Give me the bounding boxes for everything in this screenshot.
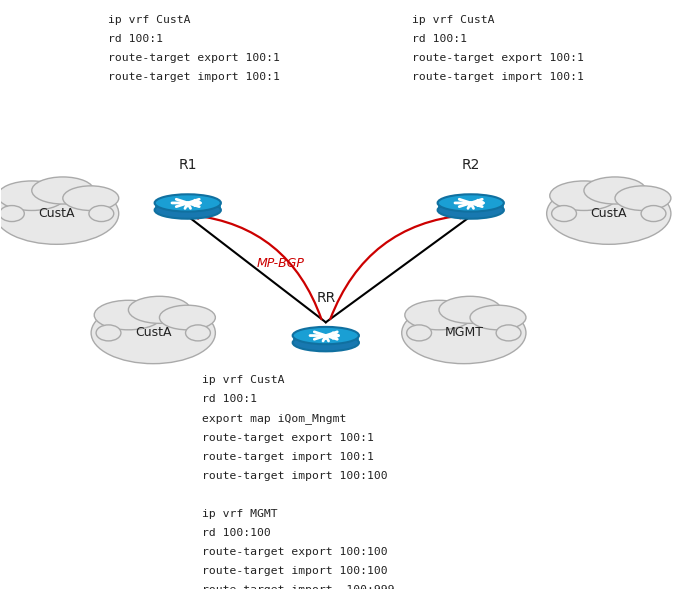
Ellipse shape xyxy=(94,300,163,330)
Ellipse shape xyxy=(63,186,119,210)
Text: CustA: CustA xyxy=(590,207,627,220)
Ellipse shape xyxy=(496,325,521,341)
Text: CustA: CustA xyxy=(135,326,171,339)
Ellipse shape xyxy=(584,177,646,204)
Ellipse shape xyxy=(550,181,618,210)
Ellipse shape xyxy=(402,302,526,363)
Ellipse shape xyxy=(407,325,432,341)
Text: rd 100:100: rd 100:100 xyxy=(202,528,270,538)
Ellipse shape xyxy=(91,302,216,363)
Text: ip vrf CustA: ip vrf CustA xyxy=(108,15,191,25)
Text: route-target export 100:1: route-target export 100:1 xyxy=(202,432,374,442)
Ellipse shape xyxy=(405,300,473,330)
Text: CustA: CustA xyxy=(38,207,75,220)
Text: route-target import 100:1: route-target import 100:1 xyxy=(108,72,280,82)
Ellipse shape xyxy=(470,305,526,330)
Ellipse shape xyxy=(547,183,671,244)
Text: route-target import  100:999: route-target import 100:999 xyxy=(202,585,394,589)
Ellipse shape xyxy=(0,206,24,221)
Ellipse shape xyxy=(641,206,666,221)
Ellipse shape xyxy=(615,186,671,210)
Text: rd 100:1: rd 100:1 xyxy=(108,34,164,44)
Ellipse shape xyxy=(155,194,221,211)
Ellipse shape xyxy=(96,325,121,341)
Ellipse shape xyxy=(437,194,504,211)
Ellipse shape xyxy=(437,201,504,219)
Ellipse shape xyxy=(552,206,577,221)
Text: route-target import 100:100: route-target import 100:100 xyxy=(202,566,387,576)
Text: ip vrf CustA: ip vrf CustA xyxy=(202,375,284,385)
Text: MGMT: MGMT xyxy=(444,326,483,339)
Polygon shape xyxy=(292,336,359,343)
Text: R1: R1 xyxy=(179,158,197,173)
Ellipse shape xyxy=(159,305,216,330)
Text: rd 100:1: rd 100:1 xyxy=(412,34,467,44)
Ellipse shape xyxy=(292,334,359,351)
Ellipse shape xyxy=(0,181,66,210)
Text: route-target import 100:1: route-target import 100:1 xyxy=(412,72,584,82)
Text: route-target export 100:1: route-target export 100:1 xyxy=(412,53,584,63)
Ellipse shape xyxy=(439,296,501,323)
Text: route-target export 100:100: route-target export 100:100 xyxy=(202,547,387,557)
Text: route-target import 100:1: route-target import 100:1 xyxy=(202,452,374,462)
Ellipse shape xyxy=(128,296,191,323)
Ellipse shape xyxy=(155,201,221,219)
Text: RR: RR xyxy=(316,291,335,305)
Ellipse shape xyxy=(0,183,119,244)
Text: R2: R2 xyxy=(462,158,480,173)
Ellipse shape xyxy=(89,206,114,221)
Ellipse shape xyxy=(32,177,94,204)
Polygon shape xyxy=(155,203,221,210)
Text: MP-BGP: MP-BGP xyxy=(257,257,305,270)
Ellipse shape xyxy=(186,325,211,341)
Text: route-target import 100:100: route-target import 100:100 xyxy=(202,471,387,481)
Text: export map iQom_Mngmt: export map iQom_Mngmt xyxy=(202,413,346,425)
Ellipse shape xyxy=(292,327,359,344)
Text: ip vrf MGMT: ip vrf MGMT xyxy=(202,509,277,519)
Text: route-target export 100:1: route-target export 100:1 xyxy=(108,53,280,63)
Text: ip vrf CustA: ip vrf CustA xyxy=(412,15,495,25)
Polygon shape xyxy=(437,203,504,210)
Text: rd 100:1: rd 100:1 xyxy=(202,395,256,405)
